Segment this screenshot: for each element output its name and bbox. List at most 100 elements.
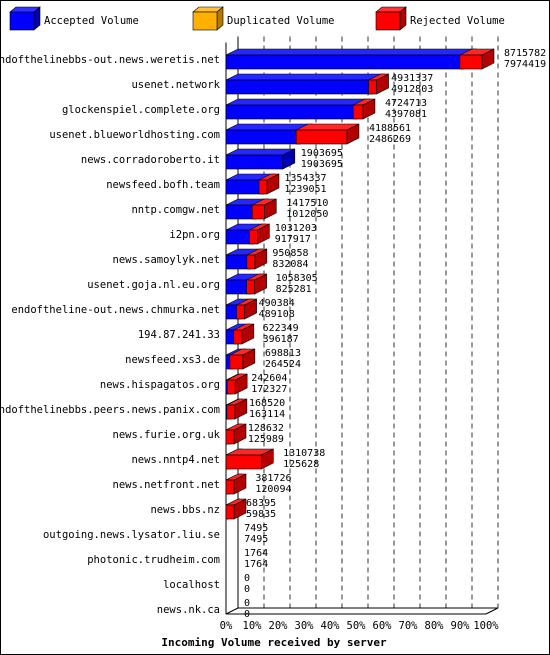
bar-accepted [225, 148, 296, 170]
category-label: outgoing.news.lysator.liu.se [43, 529, 220, 541]
x-tick-label: 10% [243, 620, 263, 632]
category-label: photonic.trudheim.com [87, 554, 220, 566]
value-label-total: 1417510 [286, 198, 328, 209]
value-label-total: 168520 [249, 398, 285, 409]
bar-rejected [233, 323, 255, 345]
bar-rejected-front [226, 404, 236, 420]
x-tick-label: 20% [269, 620, 289, 632]
bar-accepted [225, 73, 385, 95]
value-label-total: 0 [244, 573, 250, 584]
bar-rejected [246, 273, 267, 295]
bar-accepted-front [225, 79, 373, 95]
bar-rejected [246, 248, 268, 270]
category-label: newsfeed.bofh.team [106, 179, 220, 191]
value-label-total: 8715782 [504, 48, 546, 59]
legend: Accepted Volume Duplicated Volume Rejected… [9, 6, 505, 31]
category-label: endofthelinebbs-out.news.weretis.net [0, 54, 220, 66]
category-label: newsfeed.xs3.de [125, 354, 220, 366]
value-label-accepted: 1012050 [286, 209, 328, 220]
bar-rejected-front [229, 354, 244, 370]
x-axis-depth-line [485, 607, 499, 615]
legend-label: Duplicated Volume [227, 15, 334, 27]
value-label-accepted: 7495 [244, 534, 268, 545]
value-label-total: 4724713 [385, 98, 427, 109]
bar-rejected [226, 373, 248, 395]
legend-label: Rejected Volume [410, 15, 505, 27]
category-label: news.samoylyk.net [113, 254, 220, 266]
bar-rejected-front [249, 229, 258, 245]
value-label-total: 0 [244, 598, 250, 609]
bar-rejected [251, 198, 277, 220]
value-label-total: 1031203 [275, 223, 317, 234]
bar-accepted-top [225, 73, 385, 81]
bar-rejected-front [246, 279, 255, 295]
bar-rejected-front [236, 304, 245, 320]
bar-rejected [258, 173, 280, 195]
x-tick-label: 40% [321, 620, 341, 632]
legend-label: Accepted Volume [44, 15, 139, 27]
value-label-total: 1354337 [284, 173, 326, 184]
value-label-total: 7495 [244, 523, 268, 534]
value-label-total: 4931337 [391, 73, 433, 84]
value-label-total: 1058305 [276, 273, 318, 284]
category-label: usenet.goja.nl.eu.org [87, 279, 220, 291]
bar-rejected [229, 348, 256, 370]
category-label: glockenspiel.complete.org [62, 104, 220, 116]
legend-swatch [192, 11, 218, 31]
x-tick-label: 0% [220, 620, 233, 632]
value-label-accepted: 489108 [259, 309, 295, 320]
x-tick-label: 50% [347, 620, 367, 632]
value-label-accepted: 832084 [272, 259, 308, 270]
x-tick-label: 80% [425, 620, 445, 632]
bar-rejected-front [225, 454, 262, 470]
bar-rejected [226, 398, 248, 420]
value-label-accepted: 396187 [263, 334, 299, 345]
category-label: endofthelinebbs.peers.news.panix.com [0, 404, 220, 416]
bar-rejected-front [251, 204, 265, 220]
bar-accepted-top [225, 48, 477, 56]
value-label-accepted: 163114 [249, 409, 285, 420]
bar-accepted-front [225, 54, 465, 70]
category-label: i2pn.org [169, 229, 220, 241]
bar-accepted-front [225, 179, 264, 195]
category-label: nntp.comgw.net [131, 204, 220, 216]
bar-rejected [352, 98, 376, 120]
value-label-accepted: 125989 [248, 434, 284, 445]
bar-rejected-front [352, 104, 364, 120]
bar-rejected [225, 423, 247, 445]
value-label-accepted: 7974419 [504, 59, 546, 70]
value-label-accepted: 59835 [246, 509, 276, 520]
bar-rejected [249, 223, 270, 245]
bar-rejected-front [295, 129, 348, 145]
category-label: news.nk.ca [157, 604, 220, 616]
bar-rejected [225, 473, 247, 495]
legend-swatch [375, 11, 401, 31]
bar-accepted-front [225, 154, 284, 170]
bar-accepted [225, 48, 477, 70]
value-label-total: 622349 [263, 323, 299, 334]
bar-rejected-front [368, 79, 377, 95]
value-label-total: 381726 [255, 473, 291, 484]
x-tick-label: 60% [373, 620, 393, 632]
value-label-accepted: 0 [244, 609, 250, 620]
value-label-accepted: 2486269 [369, 134, 411, 145]
value-label-accepted: 120094 [255, 484, 291, 495]
bar-rejected [368, 73, 389, 95]
bar-rejected [225, 498, 247, 520]
bar-rejected-front [233, 329, 243, 345]
x-axis-depth-line [225, 607, 239, 615]
value-label-accepted: 4397081 [385, 109, 427, 120]
bar-rejected [459, 48, 495, 70]
value-label-accepted: 0 [244, 584, 250, 595]
value-label-accepted: 917917 [275, 234, 311, 245]
x-tick-label: 90% [451, 620, 471, 632]
bar-rejected [236, 298, 257, 320]
value-label-accepted: 1239051 [284, 184, 326, 195]
value-label-total: 1903695 [301, 148, 343, 159]
labels: 0% 10% 20% 30% 40% 50% 60% 70% 80% 90% 100% endofth… [0, 48, 546, 632]
value-label-total: 4188561 [369, 123, 411, 134]
bar-accepted-top [225, 98, 370, 106]
category-label: news.corradoroberto.it [81, 154, 220, 166]
value-label-total: 128632 [248, 423, 284, 434]
